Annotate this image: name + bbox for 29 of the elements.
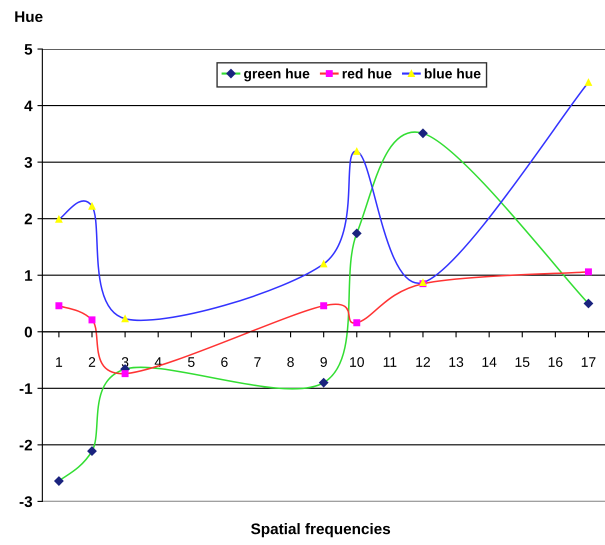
x-tick-label: 5 bbox=[188, 357, 195, 367]
x-tick-label: 10 bbox=[350, 357, 364, 367]
legend-label: blue hue bbox=[424, 68, 481, 79]
y-tick-label: 3 bbox=[24, 157, 32, 168]
y-tick-label: 2 bbox=[24, 214, 32, 224]
y-tick-label: 1 bbox=[25, 270, 32, 281]
y-tick-label: -1 bbox=[20, 383, 32, 394]
y-tick-label: -2 bbox=[20, 440, 32, 450]
x-tick-label: 17 bbox=[582, 357, 596, 367]
y-tick-label: 4 bbox=[24, 100, 33, 112]
x-tick-label: 14 bbox=[482, 357, 496, 367]
x-tick-label: 13 bbox=[449, 357, 464, 367]
y-axis-title: Hue bbox=[15, 11, 43, 22]
x-tick-label: 15 bbox=[516, 357, 530, 367]
x-tick-label: 6 bbox=[221, 357, 228, 367]
x-tick-label: 12 bbox=[416, 357, 430, 367]
x-tick-label: 2 bbox=[88, 357, 96, 367]
x-tick-label: 11 bbox=[384, 357, 396, 367]
x-tick-label: 9 bbox=[320, 357, 327, 367]
x-tick-label: 8 bbox=[287, 357, 294, 367]
y-tick-label: 5 bbox=[24, 44, 32, 55]
y-tick-label: -3 bbox=[20, 496, 32, 508]
y-tick-label: 0 bbox=[24, 326, 32, 338]
x-tick-label: 1 bbox=[56, 357, 62, 367]
x-tick-label: 7 bbox=[254, 357, 261, 367]
legend-label: green hue bbox=[244, 68, 310, 82]
x-axis-title: Spatial frequencies bbox=[251, 523, 390, 538]
x-tick-label: 16 bbox=[548, 357, 562, 367]
legend-label: red hue bbox=[342, 68, 392, 79]
